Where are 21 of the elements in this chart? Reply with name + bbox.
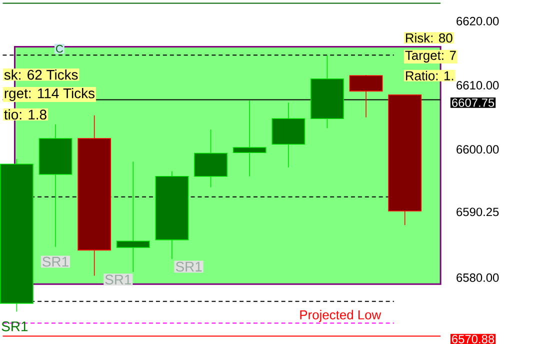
annotation: C [56, 44, 63, 52]
y-tick-label: 6600.00 [456, 145, 499, 154]
annotation: sk: 62 Ticks [4, 69, 78, 80]
candlestick [116, 161, 150, 272]
annotation: tio: 1.8 [4, 109, 46, 120]
annotation: Target: 7 [405, 50, 456, 62]
annotation: Ratio: 1. [406, 70, 454, 80]
annotation: rget: 114 Ticks [4, 88, 95, 101]
annotation: Risk: 80 [406, 32, 452, 42]
ref-line-label: 6607.75 [452, 98, 494, 107]
ref-line-label: Projected Low [300, 310, 382, 322]
annotation: SR1 [105, 274, 132, 284]
candlestick [232, 100, 266, 177]
annotation: SR1 [42, 256, 68, 266]
annotation: SR1 [2, 321, 28, 332]
y-tick-label: 6580.00 [456, 273, 499, 282]
ref-line-label: 6570.88 [452, 334, 494, 344]
y-tick-label: 6590.25 [456, 208, 499, 216]
y-tick-label: 6610.00 [456, 80, 499, 90]
y-tick-label: 6620.00 [456, 16, 499, 26]
annotation: SR1 [176, 262, 202, 272]
